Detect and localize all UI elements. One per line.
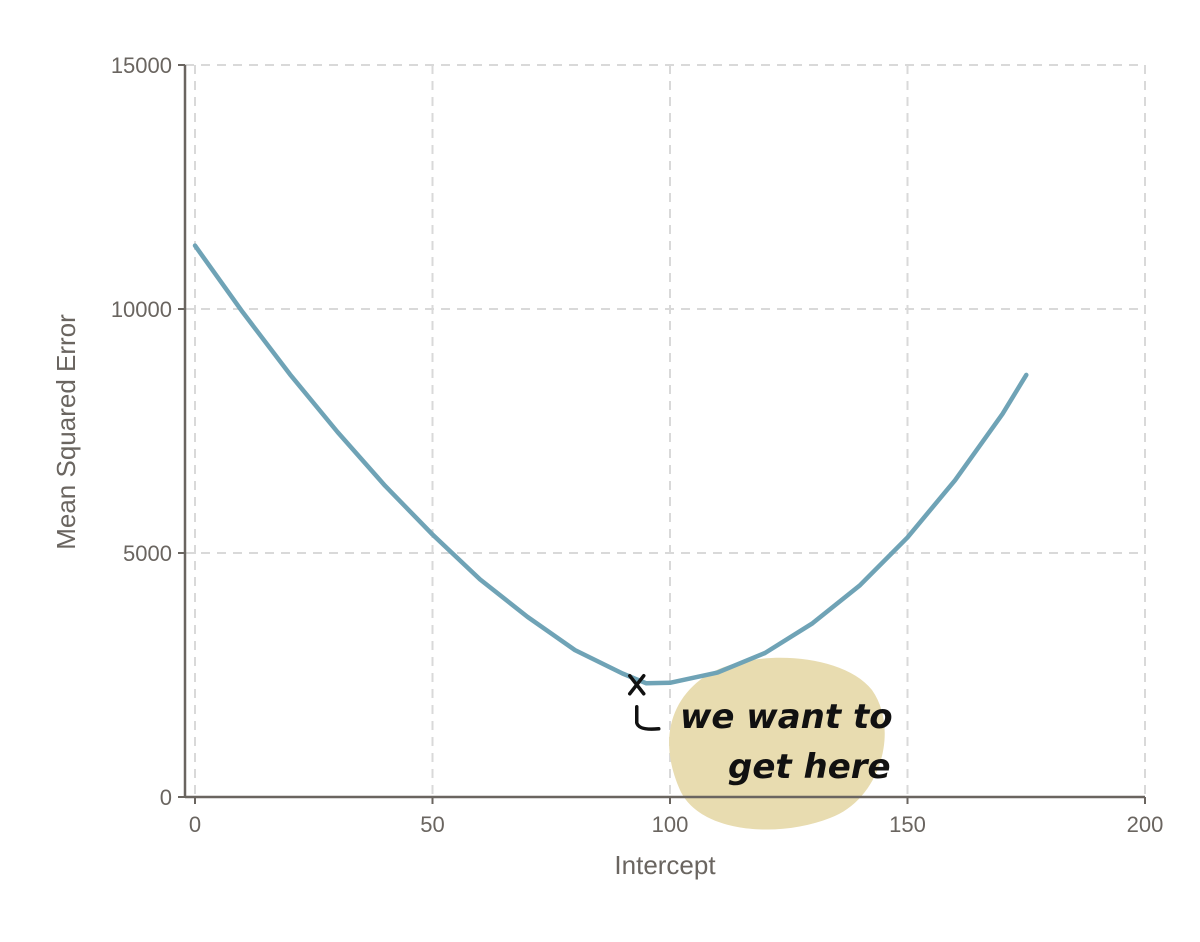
annotation-text-line: get here	[728, 747, 891, 787]
y-tick-label: 10000	[111, 297, 172, 322]
annotation: we want to get here	[628, 674, 893, 787]
mse-curve	[192, 243, 1029, 686]
x-tick-label: 200	[1127, 812, 1164, 837]
annotation-highlight	[669, 657, 885, 830]
grid-lines	[185, 64, 1146, 798]
axes	[178, 64, 1146, 804]
x-axis-title: Intercept	[614, 850, 716, 880]
x-tick-label: 0	[189, 812, 201, 837]
x-tick-label: 150	[889, 812, 926, 837]
y-tick-label: 15000	[111, 53, 172, 78]
x-tick-label: 50	[420, 812, 444, 837]
y-tick-label: 5000	[123, 541, 172, 566]
series	[192, 243, 1029, 686]
x-tick-label: 100	[652, 812, 689, 837]
highlight-blob	[669, 657, 885, 830]
annotation-text-line: we want to	[680, 697, 893, 737]
tick-labels: 0 50 100 150 200 0 5000 10000 15000	[111, 53, 1164, 837]
minimum-marker-x	[628, 674, 646, 696]
annotation-hook	[635, 705, 661, 731]
y-tick-label: 0	[160, 785, 172, 810]
y-axis-title: Mean Squared Error	[51, 314, 81, 550]
